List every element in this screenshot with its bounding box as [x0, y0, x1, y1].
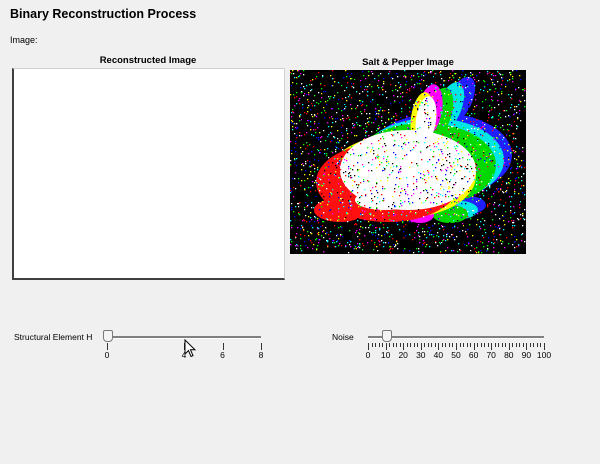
image-label: Image: — [10, 35, 38, 45]
slider-minor-tick — [501, 343, 503, 347]
rabbit-noise-image — [290, 70, 526, 254]
slider-minor-tick — [459, 343, 461, 347]
slider-minor-tick — [413, 343, 415, 347]
slider-tick-label: 8 — [258, 350, 264, 360]
slider-minor-tick — [512, 343, 514, 347]
slider-tick-label: 20 — [398, 350, 408, 360]
slider-minor-tick — [371, 343, 373, 347]
slider-minor-tick — [445, 343, 447, 347]
slider-minor-tick — [382, 343, 384, 347]
slider-minor-tick — [378, 343, 380, 347]
slider-tick-label: 70 — [486, 350, 496, 360]
slider-minor-tick — [427, 343, 429, 347]
slider-minor-tick — [529, 343, 531, 347]
slider-minor-tick — [498, 343, 500, 347]
slider-minor-tick — [392, 343, 394, 347]
slider-minor-tick — [399, 343, 401, 347]
slider-minor-tick — [480, 343, 482, 347]
slider-minor-tick — [463, 343, 465, 347]
slider-tick-label: 50 — [451, 350, 461, 360]
structural-element-thumb[interactable] — [103, 330, 113, 342]
slider-minor-tick — [515, 343, 517, 347]
slider-minor-tick — [431, 343, 433, 347]
slider-minor-tick — [466, 343, 468, 347]
slider-major-tick — [107, 343, 108, 350]
slider-major-tick — [403, 343, 405, 350]
slider-major-tick — [456, 343, 457, 350]
slider-minor-tick — [410, 343, 412, 347]
slider-tick-label: 4 — [181, 350, 187, 360]
slider-tick-label: 100 — [536, 350, 552, 360]
slider-minor-tick — [494, 343, 496, 347]
slider-tick-label: 0 — [104, 350, 110, 360]
slider-minor-tick — [424, 343, 426, 347]
slider-major-tick — [261, 343, 262, 350]
slider-minor-tick — [375, 343, 377, 347]
salt-pepper-noise — [290, 70, 526, 254]
structural-element-label: Structural Element H — [14, 332, 93, 342]
mouse-pointer-icon — [184, 339, 197, 358]
noise-slider[interactable]: 0 10 20 30 40 50 60 70 80 90 100 — [365, 329, 551, 369]
noise-thumb[interactable] — [381, 330, 392, 342]
slider-major-tick — [491, 343, 493, 350]
slider-tick-label: 90 — [521, 350, 532, 360]
slider-major-tick — [526, 343, 528, 350]
slider-tick-label: 30 — [416, 350, 426, 360]
slider-tick-label: 60 — [468, 350, 479, 360]
reconstructed-image-title: Reconstructed Image — [99, 55, 197, 66]
slider-minor-tick — [536, 343, 538, 347]
slider-major-tick — [473, 343, 475, 350]
slider-minor-tick — [484, 343, 486, 347]
slider-minor-tick — [519, 343, 521, 347]
slider-minor-tick — [533, 343, 535, 347]
slider-major-tick — [420, 343, 422, 350]
slider-minor-tick — [505, 343, 507, 347]
slider-major-tick — [544, 343, 545, 350]
slider-minor-tick — [487, 343, 489, 347]
slider-minor-tick — [448, 343, 450, 347]
slider-major-tick — [438, 343, 440, 350]
window-title: Binary Reconstruction Process — [10, 7, 197, 21]
slider-minor-tick — [441, 343, 443, 347]
slider-minor-tick — [452, 343, 454, 347]
slider-tick-label: 80 — [504, 350, 514, 360]
reconstructed-image — [12, 68, 285, 280]
slider-major-tick — [508, 343, 510, 350]
structural-element-track[interactable] — [107, 336, 261, 339]
structural-element-slider[interactable]: 0 4 6 8 — [103, 329, 264, 369]
slider-minor-tick — [522, 343, 524, 347]
slider-tick-label: 40 — [433, 350, 444, 360]
salt-pepper-image-title: Salt & Pepper Image — [362, 57, 454, 68]
slider-minor-tick — [389, 343, 391, 347]
slider-major-tick — [385, 343, 387, 350]
slider-major-tick — [368, 343, 369, 350]
slider-minor-tick — [406, 343, 408, 347]
noise-label: Noise — [332, 332, 354, 342]
slider-major-tick — [222, 343, 224, 350]
slider-tick-label: 6 — [220, 350, 225, 360]
slider-minor-tick — [396, 343, 398, 347]
slider-tick-label: 10 — [380, 350, 391, 360]
slider-minor-tick — [470, 343, 472, 347]
salt-pepper-image — [290, 70, 526, 254]
slider-minor-tick — [540, 343, 542, 347]
slider-minor-tick — [417, 343, 419, 347]
slider-tick-label: 0 — [365, 350, 371, 360]
noise-track[interactable] — [368, 336, 544, 339]
slider-minor-tick — [477, 343, 479, 347]
slider-minor-tick — [434, 343, 436, 347]
